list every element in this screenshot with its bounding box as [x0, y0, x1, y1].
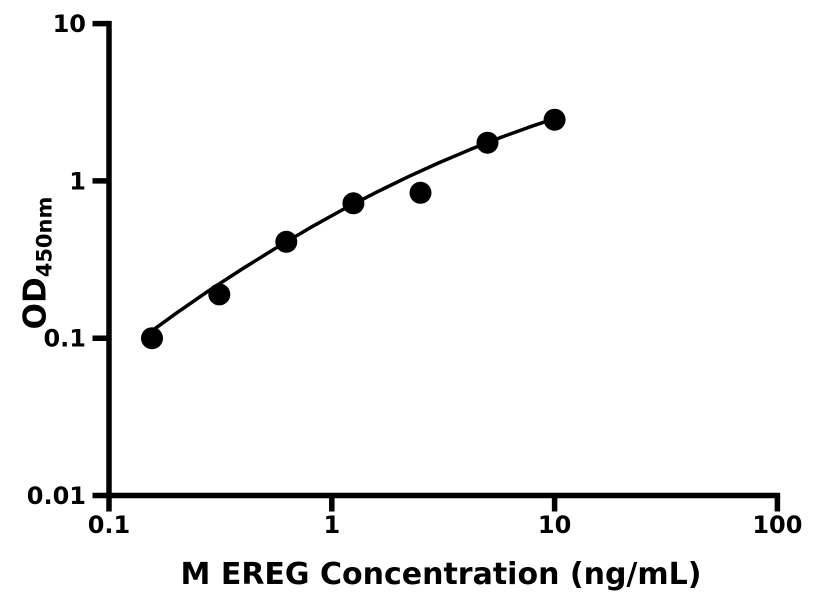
data-point [275, 230, 298, 253]
y-axis-title-subscript: 450nm [32, 196, 57, 278]
x-axis-title: M EREG Concentration (ng/mL) [180, 557, 702, 592]
data-point [543, 108, 566, 131]
data-point [141, 327, 163, 350]
y-axis-tick-label: 0.1 [43, 325, 86, 353]
x-axis-tick-label: 0.1 [88, 511, 131, 539]
x-axis-tick-label: 1 [323, 511, 340, 539]
axis-spines [106, 20, 781, 499]
x-axis-tick-label: 100 [752, 511, 802, 539]
x-axis-tick-label: 10 [538, 511, 571, 539]
data-point [342, 192, 365, 215]
y-axis-title-main: OD [17, 277, 54, 330]
y-axis-tick-label: 1 [69, 167, 86, 195]
y-axis-tick-label: 10 [53, 10, 86, 38]
y-axis-title: OD450nm [17, 196, 57, 330]
y-axis-tick-label: 0.01 [27, 482, 86, 510]
data-point [476, 131, 499, 154]
data-point [409, 181, 432, 204]
data-point [208, 283, 231, 306]
